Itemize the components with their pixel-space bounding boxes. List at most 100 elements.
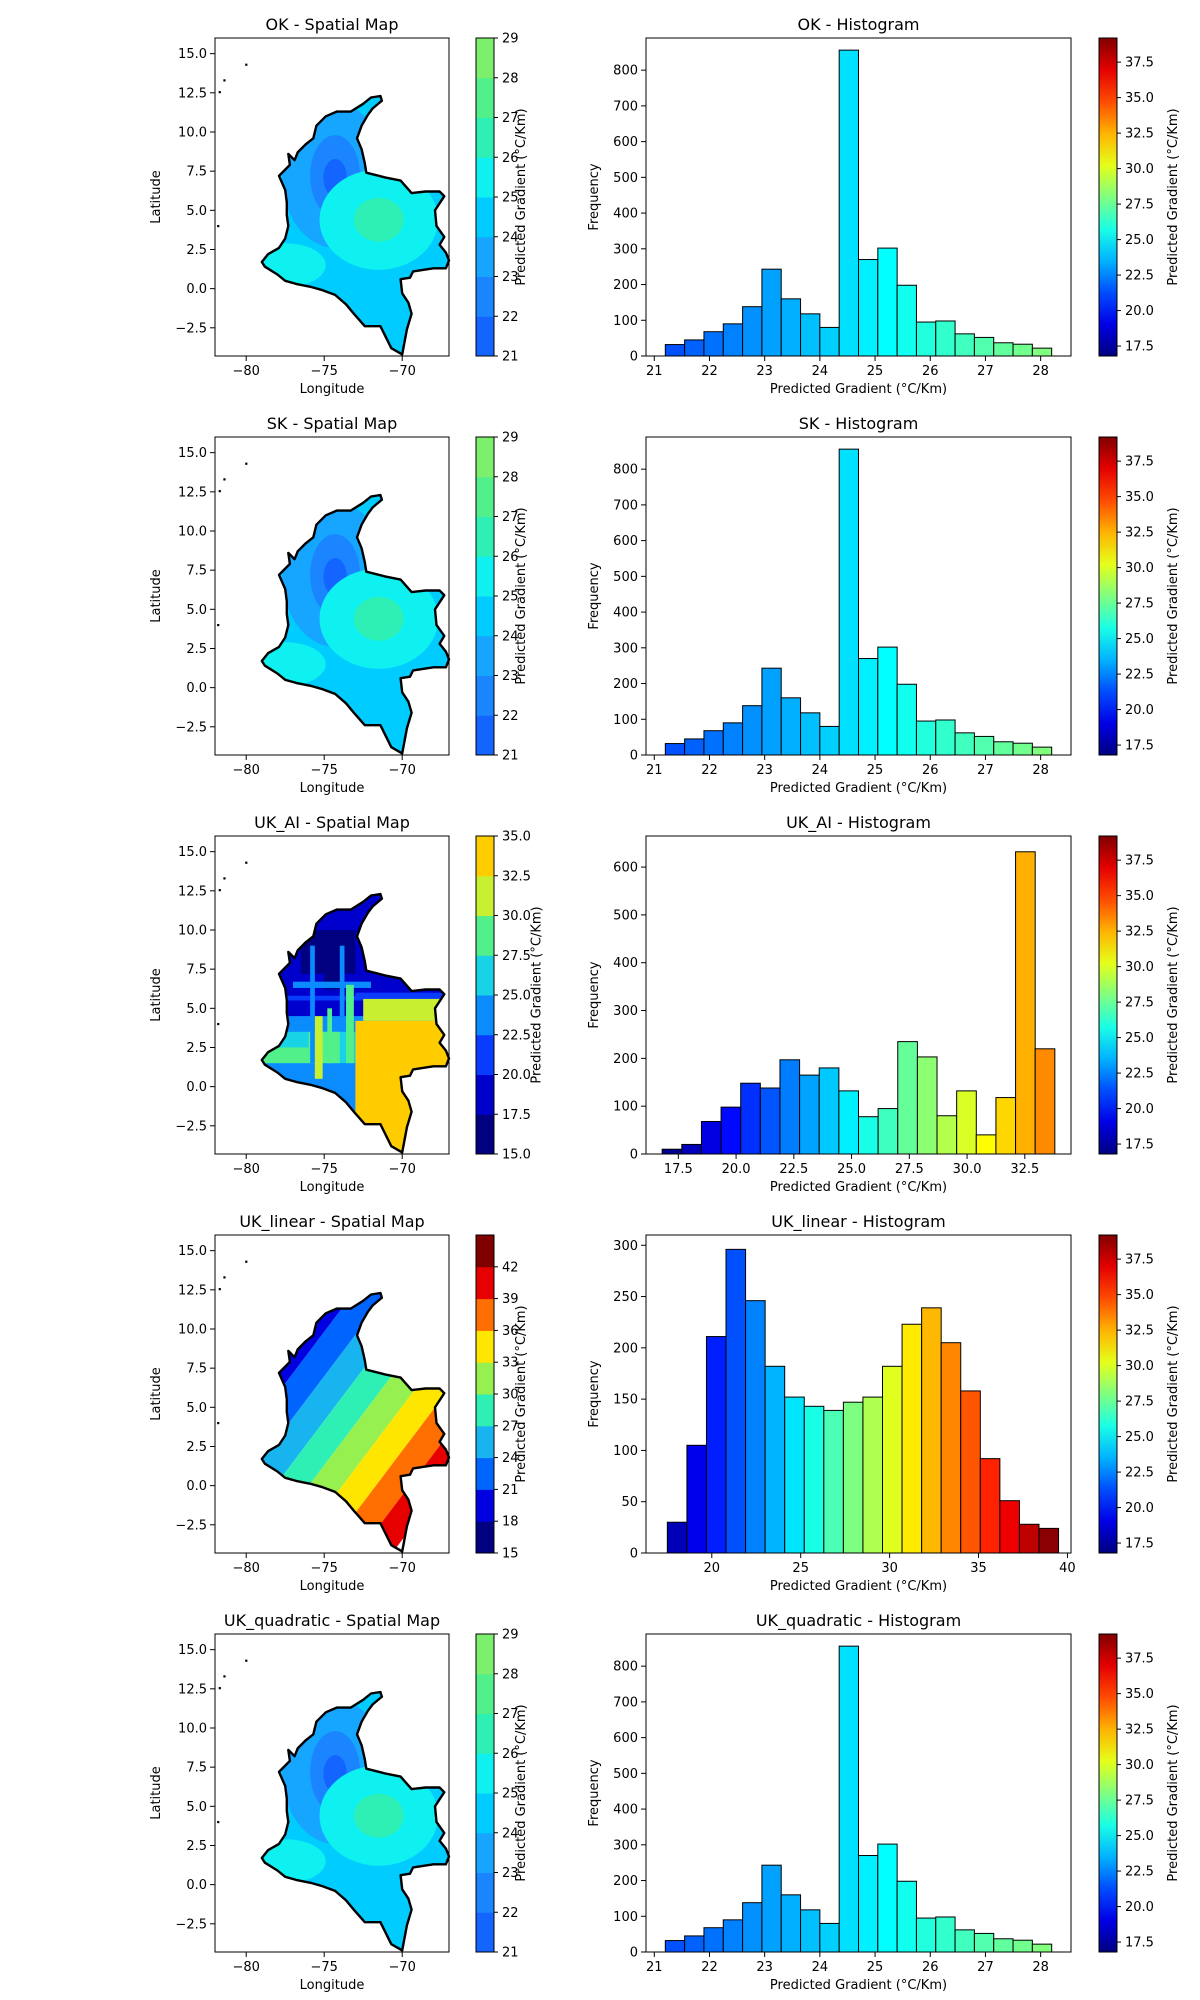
histogram-bar [858, 658, 879, 756]
colorbar-tick-label: 33 [502, 1356, 519, 1371]
y-tick-label: 100 [613, 1444, 638, 1459]
histogram-panel-5: UK_AI - Histogram 17.5 20.0 22.5 25.0 27.5 30.… [587, 813, 1181, 1195]
map-band [261, 1293, 449, 1552]
y-tick-label: 7.5 [186, 1362, 207, 1377]
x-tick-label: 21 [646, 364, 663, 379]
colorbar-tick-label: 27 [502, 1707, 519, 1722]
y-axis-label: Frequency [587, 163, 602, 230]
y-tick-label: 7.5 [186, 564, 207, 579]
colorbar-segment [476, 1034, 494, 1075]
y-tick-label: 300 [613, 641, 638, 656]
colorbar-segment [476, 1634, 494, 1675]
spatial-map-panel-2: SK - Spatial Map −80 −75 −70 −2.5 0.0 2.5 5.0 7.… [149, 414, 529, 796]
y-tick-label: 200 [613, 1874, 638, 1889]
x-tick-label: 22.5 [779, 1162, 808, 1177]
x-tick-label: 20 [704, 1561, 721, 1576]
histogram-bar [803, 1405, 825, 1554]
colorbar-tick-label: 27.5 [502, 949, 531, 964]
y-tick-label: 100 [613, 314, 638, 329]
y-axis-label: Frequency [587, 562, 602, 629]
x-tick-label: 30.0 [953, 1162, 982, 1177]
map-surface [261, 1692, 449, 1951]
colorbar-tick-label: 30 [502, 1388, 519, 1403]
y-tick-label: 2.5 [186, 642, 207, 657]
y-tick-label: 0.0 [186, 681, 207, 696]
colorbar-label: Predicted Gradient (°C/Km) [1166, 1704, 1181, 1881]
x-tick-label: 25 [867, 1960, 884, 1975]
histogram-bar [882, 1365, 903, 1554]
y-tick-label: 12.5 [178, 1682, 207, 1697]
colorbar-tick-label: 42 [502, 1260, 519, 1275]
y-tick-label: 200 [613, 1052, 638, 1067]
colorbar-tick-label: 30.0 [1125, 1359, 1154, 1374]
colorbar-label: Predicted Gradient (°C/Km) [1166, 108, 1181, 285]
colorbar-segment [476, 1753, 494, 1794]
island-mark [245, 63, 248, 66]
y-tick-label: −2.5 [175, 321, 207, 336]
colorbar-gradient [1098, 1234, 1118, 1554]
histogram-bar [686, 1444, 707, 1554]
x-tick-label: 28 [1032, 364, 1049, 379]
colorbar-tick-label: 22.5 [1125, 668, 1154, 683]
colorbar-segment [476, 77, 494, 118]
x-axis-label: Longitude [300, 1180, 365, 1195]
colorbar-segment [476, 1489, 494, 1522]
colorbar-segment [476, 1266, 494, 1300]
y-tick-label: 2.5 [186, 1041, 207, 1056]
x-tick-label: 22 [701, 763, 718, 778]
histogram-bar [993, 342, 1014, 357]
x-tick-label: 23 [756, 763, 773, 778]
histogram-bar [935, 719, 956, 756]
island-mark [218, 889, 221, 892]
colorbar-tick-label: 20.0 [502, 1068, 531, 1083]
histogram-bar [973, 735, 995, 756]
x-tick-label: 27 [977, 364, 994, 379]
colorbar-gradient [1098, 436, 1118, 756]
colorbar-tick-label: 30.0 [1125, 561, 1154, 576]
colorbar-segment [476, 1521, 494, 1554]
histogram-bar [705, 1336, 727, 1554]
map-band [353, 197, 404, 242]
map-band [346, 984, 354, 1064]
histogram-bar [935, 320, 956, 357]
y-tick-label: 5.0 [186, 1401, 207, 1416]
y-axis-label: Frequency [587, 961, 602, 1028]
histogram-bar [915, 1917, 937, 1953]
colorbar-tick-label: 30.0 [502, 909, 531, 924]
histogram-title: UK_quadratic - Histogram [756, 1611, 961, 1631]
x-tick-label: 21 [646, 1960, 663, 1975]
colorbar-tick-label: 27 [502, 510, 519, 525]
histogram-panel-3: SK - Histogram 21 22 23 24 25 26 27 28 0 100 200 300… [587, 414, 1181, 796]
histogram-bar [784, 1396, 805, 1554]
colorbar-segment [476, 635, 494, 676]
y-tick-label: 5.0 [186, 204, 207, 219]
colorbar-tick-label: 21 [502, 1483, 519, 1498]
y-tick-label: −2.5 [175, 720, 207, 735]
histogram-bar [664, 743, 686, 756]
colorbar-segment [476, 556, 494, 597]
x-tick-label: −80 [232, 1561, 259, 1576]
colorbar-tick-label: 20.0 [1125, 1102, 1154, 1117]
y-tick-label: 12.5 [178, 485, 207, 500]
colorbar-tick-label: 24 [502, 1451, 519, 1466]
y-tick-label: −2.5 [175, 1518, 207, 1533]
histogram-bar [1012, 742, 1033, 756]
histogram-bar [780, 298, 802, 357]
colorbar-segment [476, 516, 494, 557]
histogram-bar [877, 646, 898, 756]
colorbar-segment [476, 675, 494, 716]
y-tick-label: 0.0 [186, 1479, 207, 1494]
x-tick-label: 22 [701, 364, 718, 379]
colorbar-segment [476, 1330, 494, 1363]
map-title: UK_linear - Spatial Map [239, 1212, 424, 1232]
x-axis-label: Longitude [300, 1579, 365, 1594]
colorbar-tick-label: 30.0 [1125, 162, 1154, 177]
histogram-bar [1031, 347, 1053, 357]
colorbar-tick-label: 37.5 [1125, 455, 1154, 470]
map-band [261, 1293, 449, 1552]
x-tick-label: 26 [922, 364, 939, 379]
map-band [324, 945, 343, 990]
colorbar-tick-label: 32.5 [1125, 526, 1154, 541]
histogram-title: OK - Histogram [797, 15, 919, 34]
